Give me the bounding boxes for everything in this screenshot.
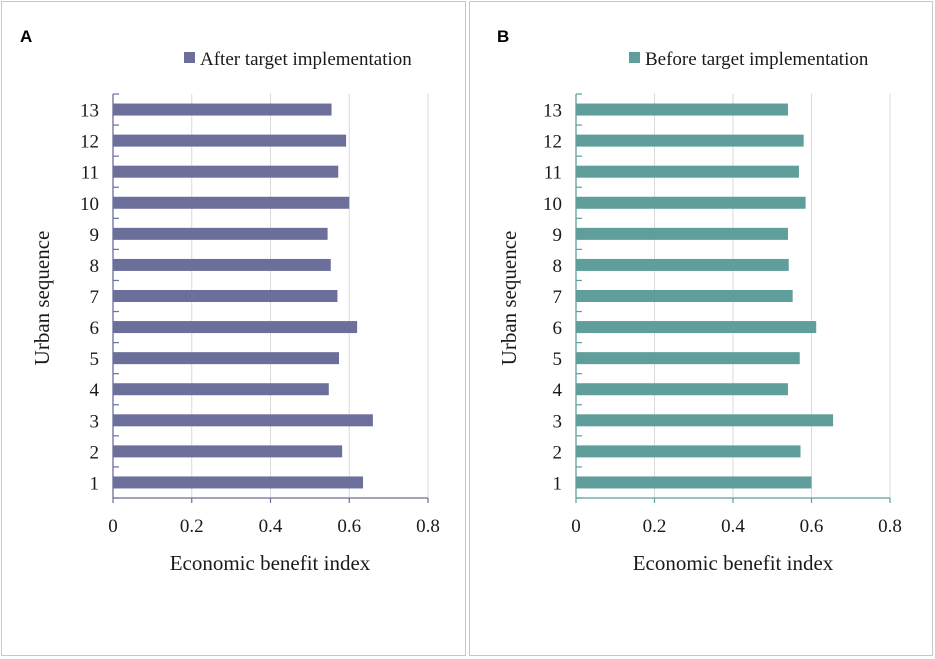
bar-a-6 [113, 321, 358, 334]
y-tick-label-a-10: 10 [80, 194, 99, 215]
x-axis-title-b: Economic benefit index [633, 551, 834, 575]
legend-label-b: Before target implementation [645, 49, 869, 70]
x-tick-label-a-0.4: 0.4 [259, 516, 283, 537]
y-tick-label-b-6: 6 [553, 318, 563, 339]
y-tick-label-a-7: 7 [90, 287, 100, 308]
bar-b-11 [576, 165, 799, 178]
bar-a-8 [113, 258, 331, 271]
y-tick-label-b-9: 9 [553, 225, 563, 246]
legend-swatch-a [184, 52, 195, 63]
y-tick-label-b-4: 4 [553, 380, 563, 401]
bars-a [113, 103, 373, 489]
y-tick-label-a-1: 1 [90, 473, 100, 494]
y-tick-label-a-8: 8 [90, 256, 100, 277]
y-tick-label-a-13: 13 [80, 101, 99, 122]
x-tick-label-a-0.2: 0.2 [180, 516, 204, 537]
y-tick-label-b-10: 10 [543, 194, 562, 215]
bar-a-2 [113, 445, 343, 458]
y-tick-label-a-9: 9 [90, 225, 100, 246]
y-tick-label-b-13: 13 [543, 101, 562, 122]
bar-a-5 [113, 352, 340, 365]
bar-b-13 [576, 103, 788, 116]
bar-a-11 [113, 165, 339, 178]
legend-swatch-b [629, 52, 640, 63]
bar-b-4 [576, 383, 788, 396]
bar-a-7 [113, 290, 338, 302]
y-tick-label-a-3: 3 [90, 411, 100, 432]
y-tick-label-b-1: 1 [553, 473, 563, 494]
y-tick-label-a-2: 2 [90, 442, 100, 463]
axes-a [112, 93, 429, 503]
bar-b-7 [576, 290, 793, 302]
y-tick-label-a-5: 5 [90, 349, 100, 370]
x-tick-label-a-0.6: 0.6 [337, 516, 361, 537]
y-axis-title-b: Urban sequence [497, 231, 521, 366]
chart-b-svg: B Before target implementation 123456789… [497, 27, 902, 575]
bar-b-10 [576, 196, 806, 209]
bar-b-12 [576, 134, 804, 147]
x-tick-label-a-0.8: 0.8 [416, 516, 440, 537]
x-tick-labels-a: 0 0.2 0.4 0.6 0.8 [108, 516, 440, 537]
y-tick-label-b-7: 7 [553, 287, 563, 308]
bar-b-2 [576, 445, 801, 458]
bar-b-9 [576, 227, 788, 240]
bar-b-6 [576, 321, 817, 334]
y-tick-label-b-2: 2 [553, 442, 563, 463]
x-tick-label-b-0.4: 0.4 [721, 516, 745, 537]
panel-label-a: A [20, 27, 32, 46]
x-tick-label-b-0.8: 0.8 [878, 516, 902, 537]
y-tick-label-b-12: 12 [543, 132, 562, 153]
bar-a-12 [113, 134, 347, 147]
x-tick-labels-b: 0 0.2 0.4 0.6 0.8 [571, 516, 902, 537]
bar-a-1 [113, 476, 364, 489]
bars-b [576, 103, 834, 489]
y-tick-label-b-11: 11 [544, 163, 562, 184]
y-tick-label-b-3: 3 [553, 411, 563, 432]
bar-b-1 [576, 476, 812, 489]
axes-b [575, 93, 891, 503]
x-tick-label-b-0.6: 0.6 [800, 516, 824, 537]
chart-a-svg: A After target implementation 1234567891… [20, 27, 440, 575]
bar-a-9 [113, 227, 328, 240]
bar-b-5 [576, 352, 800, 365]
y-tick-label-a-12: 12 [80, 132, 99, 153]
y-tick-label-a-11: 11 [81, 163, 99, 184]
x-tick-label-b-0: 0 [571, 516, 581, 537]
bar-a-3 [113, 414, 373, 427]
x-tick-label-b-0.2: 0.2 [643, 516, 667, 537]
bar-b-3 [576, 414, 834, 427]
y-axis-title-a: Urban sequence [30, 231, 54, 366]
y-tick-label-a-6: 6 [90, 318, 100, 339]
bar-a-10 [113, 196, 350, 209]
y-tick-label-b-8: 8 [553, 256, 563, 277]
legend-label-a: After target implementation [200, 49, 412, 70]
y-tick-label-b-5: 5 [553, 349, 563, 370]
panel-label-b: B [497, 27, 509, 46]
bar-a-13 [113, 103, 332, 116]
y-tick-label-a-4: 4 [90, 380, 100, 401]
x-tick-label-a-0: 0 [108, 516, 118, 537]
x-axis-title-a: Economic benefit index [170, 551, 371, 575]
bar-a-4 [113, 383, 329, 396]
bar-b-8 [576, 258, 789, 271]
